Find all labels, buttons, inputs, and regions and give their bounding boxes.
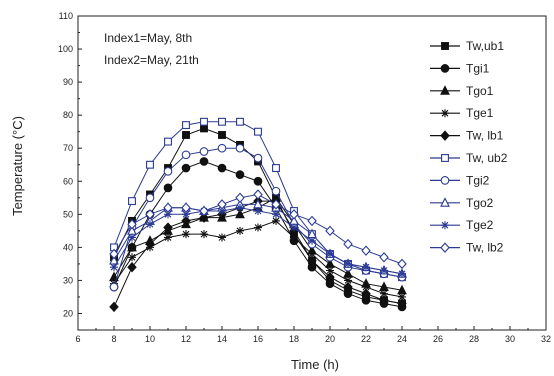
data-point-tgi1 [164, 184, 172, 192]
data-point-tgi1 [254, 177, 262, 185]
legend-marker [441, 177, 449, 185]
y-tick-label: 70 [63, 143, 73, 153]
data-point-tge1 [218, 233, 226, 241]
y-tick-label: 50 [63, 209, 73, 219]
data-point-tgi1 [236, 171, 244, 179]
data-point-tgi2 [272, 187, 280, 195]
data-point-tge1 [164, 233, 172, 241]
data-point-tw-ub2 [165, 138, 172, 145]
x-tick-label: 22 [361, 334, 371, 344]
data-point-tw-ub2 [273, 165, 280, 172]
data-point-tge2 [344, 260, 352, 268]
x-tick-label: 6 [75, 334, 80, 344]
y-tick-label: 100 [58, 44, 73, 54]
data-point-tgi2 [182, 151, 190, 159]
y-tick-label: 30 [63, 275, 73, 285]
data-point-tge1 [128, 253, 136, 261]
y-tick-label: 110 [59, 11, 73, 21]
y-axis-label: Temperature (°C) [10, 116, 25, 216]
data-point-tge2 [128, 233, 136, 241]
legend-label: Tgi2 [466, 173, 490, 187]
x-tick-label: 26 [433, 334, 443, 344]
legend-label: Tw,ub1 [466, 39, 504, 53]
y-tick-label: 60 [63, 176, 73, 186]
data-point-tge2 [362, 263, 370, 271]
data-point-tge1 [254, 224, 262, 232]
legend-marker [442, 155, 449, 162]
data-point-tge2 [110, 263, 118, 271]
data-point-tw-ub2 [219, 118, 226, 125]
legend-label: Tw, ub2 [466, 151, 508, 165]
x-tick-label: 30 [505, 334, 515, 344]
legend-label: Tw, lb2 [466, 241, 504, 255]
data-point-tgi2 [254, 154, 262, 162]
data-point-tw-ub2 [237, 118, 244, 125]
x-tick-label: 28 [469, 334, 479, 344]
x-tick-label: 32 [541, 334, 551, 344]
data-point-tge2 [290, 224, 298, 232]
legend-marker [441, 221, 449, 229]
legend-marker [442, 43, 449, 50]
data-point-tgi2 [218, 144, 226, 152]
data-point-tge2 [254, 207, 262, 215]
data-point-tge2 [380, 267, 388, 275]
data-point-tw-ub2 [201, 118, 208, 125]
x-tick-label: 10 [145, 334, 155, 344]
data-point-tw-ub1 [219, 132, 226, 139]
x-tick-label: 24 [397, 334, 407, 344]
legend-marker [441, 109, 449, 117]
x-tick-label: 20 [325, 334, 335, 344]
legend-label: Tw, lb1 [466, 129, 504, 143]
data-point-tgi2 [110, 283, 118, 291]
y-tick-label: 20 [63, 308, 73, 318]
annotation-index2: Index2=May, 21th [104, 53, 199, 67]
y-tick-label: 90 [63, 77, 73, 87]
x-axis-label: Time (h) [291, 357, 339, 372]
legend-label: Tgi1 [466, 61, 490, 75]
data-point-tge2 [272, 210, 280, 218]
annotation-index1: Index1=May, 8th [104, 31, 192, 45]
data-point-tge2 [236, 204, 244, 212]
legend-label: Tge1 [466, 106, 494, 120]
data-point-tgi2 [146, 194, 154, 202]
data-point-tgi1 [200, 158, 208, 166]
data-point-tgi1 [218, 164, 226, 172]
data-point-tw-ub2 [183, 122, 190, 129]
legend-label: Tge2 [466, 218, 494, 232]
data-point-tge2 [326, 250, 334, 258]
legend-label: Tgo2 [466, 196, 494, 210]
data-point-tge2 [398, 270, 406, 278]
data-point-tge1 [200, 230, 208, 238]
data-point-tge2 [308, 237, 316, 245]
data-point-tgi2 [236, 144, 244, 152]
x-tick-label: 12 [181, 334, 191, 344]
data-point-tw-ub1 [183, 132, 190, 139]
legend-label: Tgo1 [466, 84, 494, 98]
legend-marker [441, 65, 449, 73]
x-tick-label: 18 [289, 334, 299, 344]
data-point-tw-ub1 [201, 125, 208, 132]
y-tick-label: 80 [63, 110, 73, 120]
data-point-tw-ub2 [129, 198, 136, 205]
data-point-tgi1 [182, 164, 190, 172]
x-tick-label: 14 [217, 334, 227, 344]
data-point-tgi2 [164, 168, 172, 176]
data-point-tge1 [236, 227, 244, 235]
data-point-tgi2 [200, 148, 208, 156]
x-tick-label: 8 [111, 334, 116, 344]
data-point-tge1 [182, 230, 190, 238]
data-point-tw-ub2 [255, 128, 262, 135]
y-tick-label: 40 [63, 242, 73, 252]
data-point-tge2 [146, 220, 154, 228]
x-tick-label: 16 [253, 334, 263, 344]
data-point-tw-ub2 [147, 161, 154, 168]
